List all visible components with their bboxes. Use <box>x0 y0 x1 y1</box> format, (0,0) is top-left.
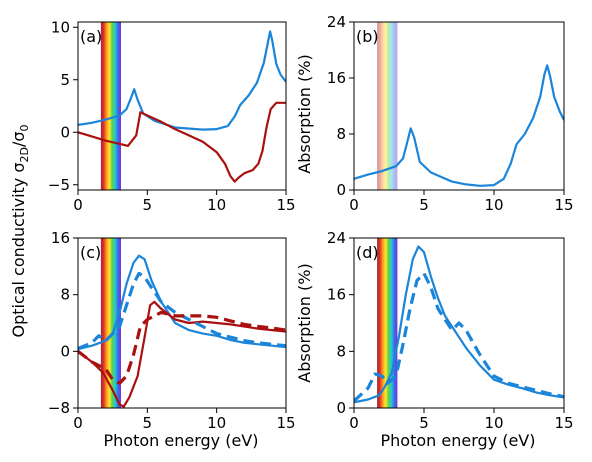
series-line-2 <box>78 101 286 183</box>
series-line-1 <box>78 30 286 131</box>
y-tick-label: 24 <box>327 13 346 31</box>
x-tick-label: 5 <box>143 414 153 432</box>
x-tick-label: 0 <box>73 196 83 214</box>
series-line-1 <box>78 254 286 351</box>
panel-b: 0 5 10 15 0 8 16 24 (b) <box>327 13 574 214</box>
x-tick-label: 15 <box>276 414 295 432</box>
series-line-3-dashed <box>78 271 286 350</box>
series-line-1 <box>354 64 564 187</box>
x-tick-label: 10 <box>484 414 503 432</box>
y-tick-label: 0 <box>336 181 346 199</box>
y-tick-label: 16 <box>51 229 70 247</box>
series-line-2 <box>78 300 286 408</box>
panel-label: (c) <box>80 243 101 262</box>
y-tick-label: 0 <box>60 342 70 360</box>
y-tick-label: 8 <box>336 125 346 143</box>
y-tick-label: 10 <box>51 18 70 36</box>
series-line-2-dashed <box>354 271 564 403</box>
x-tick-label: 15 <box>276 196 295 214</box>
visible-spectrum-band <box>100 22 121 190</box>
x-axis-label-c: Photon energy (eV) <box>104 431 259 450</box>
y-tick-label: −5 <box>48 176 70 194</box>
y-axis-label-conductivity: Optical conductivity σ2D/σ0 <box>9 124 31 337</box>
x-tick-label: 5 <box>419 414 429 432</box>
y-tick-label: 16 <box>327 69 346 87</box>
x-tick-label: 0 <box>349 414 359 432</box>
visible-spectrum-band <box>100 238 121 408</box>
x-tick-label: 10 <box>207 414 226 432</box>
series-line-4-dashed <box>78 310 286 385</box>
y-tick-label: 5 <box>60 71 70 89</box>
x-tick-label: 10 <box>207 196 226 214</box>
y-axis-label-absorption-d: Absorption (%) <box>295 263 314 382</box>
x-tick-label: 15 <box>554 196 573 214</box>
panel-label: (b) <box>356 27 379 46</box>
x-tick-label: 5 <box>419 196 429 214</box>
visible-spectrum-band <box>377 22 398 190</box>
panel-label: (a) <box>80 27 102 46</box>
x-axis-label-d: Photon energy (eV) <box>381 431 536 450</box>
panel-d: 0 5 10 15 0 8 16 24 (d) <box>327 229 574 432</box>
axes-frame <box>353 21 565 191</box>
axes-frame <box>353 237 565 409</box>
y-axis-label-absorption-b: Absorption (%) <box>295 54 314 173</box>
y-tick-label: 0 <box>60 123 70 141</box>
y-tick-label: 24 <box>327 229 346 247</box>
x-tick-label: 10 <box>484 196 503 214</box>
y-tick-label: 8 <box>60 286 70 304</box>
axes-frame <box>77 21 287 191</box>
x-tick-label: 15 <box>554 414 573 432</box>
y-tick-label: 0 <box>336 399 346 417</box>
x-tick-label: 0 <box>73 414 83 432</box>
axes-frame <box>77 237 287 409</box>
x-tick-label: 5 <box>143 196 153 214</box>
y-tick-label: −8 <box>48 399 70 417</box>
panel-label: (d) <box>356 243 379 262</box>
y-tick-label: 8 <box>336 342 346 360</box>
x-tick-label: 0 <box>349 196 359 214</box>
y-tick-label: 16 <box>327 286 346 304</box>
